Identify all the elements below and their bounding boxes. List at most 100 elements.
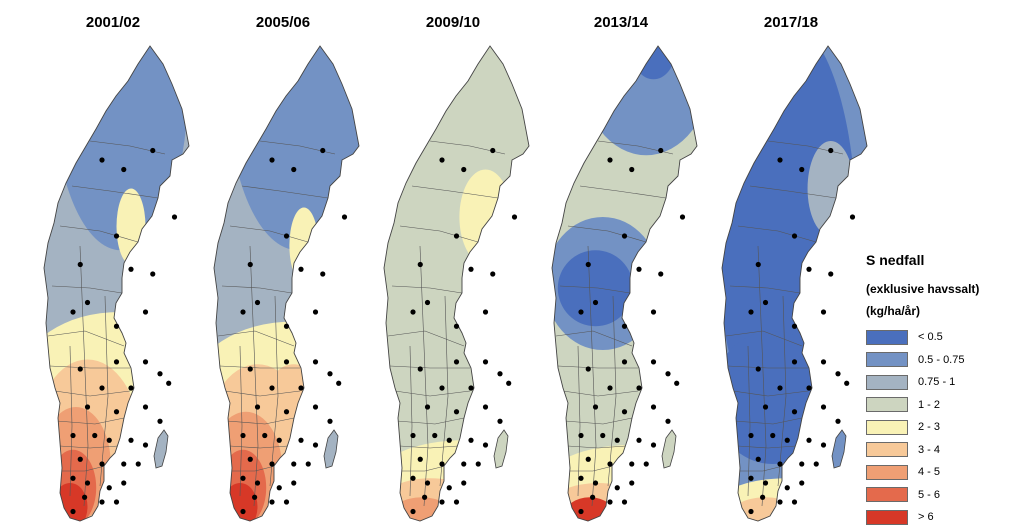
measurement-station [77, 456, 83, 462]
measurement-station [490, 147, 496, 154]
county-border [402, 465, 446, 472]
measurement-station [813, 461, 819, 467]
measurement-station [150, 271, 156, 277]
county-border [71, 185, 159, 199]
measurement-station [636, 266, 642, 272]
measurement-station [106, 485, 112, 491]
measurement-station [113, 359, 120, 365]
measurement-station [461, 480, 467, 486]
panel-title-4: 2013/14 [593, 14, 649, 31]
legend-swatch [866, 329, 908, 345]
county-border [737, 445, 797, 449]
deposition-zone [116, 188, 146, 265]
measurement-station [835, 418, 841, 424]
panel-title-5: 2017/18 [763, 14, 819, 31]
measurement-station [799, 166, 805, 173]
measurement-station [70, 475, 76, 481]
map-panel-5 [721, 45, 868, 522]
county-border [269, 295, 279, 487]
deposition-zone [228, 46, 359, 251]
legend-label: 3 - 4 [918, 443, 941, 456]
measurement-station [791, 409, 798, 415]
measurement-station [121, 461, 127, 467]
measurement-station [777, 461, 783, 467]
measurement-station [621, 323, 628, 329]
measurement-station [658, 147, 664, 154]
measurement-station [806, 385, 812, 391]
legend-swatch [866, 397, 908, 413]
measurement-station [410, 309, 416, 315]
county-border [387, 330, 465, 347]
gotland-island [493, 429, 509, 469]
measurement-station [748, 309, 754, 315]
measurement-station [77, 261, 83, 268]
measurement-station [254, 480, 261, 486]
measurement-station [99, 157, 105, 163]
measurement-station [453, 409, 460, 415]
measurement-station [439, 499, 445, 505]
measurement-station [135, 461, 141, 467]
measurement-station [291, 480, 297, 486]
measurement-station [511, 214, 518, 220]
county-border [729, 285, 801, 294]
measurement-station [446, 485, 452, 491]
measurement-station [84, 480, 91, 486]
measurement-station [269, 461, 275, 467]
county-border [409, 345, 413, 497]
measurement-station [142, 442, 149, 448]
measurement-station [820, 442, 827, 448]
measurement-station [453, 323, 460, 329]
legend-label: < 0.5 [918, 331, 943, 344]
measurement-station [247, 456, 253, 462]
legend-swatch [866, 509, 908, 525]
county-border [221, 285, 293, 294]
measurement-station [410, 475, 416, 481]
measurement-station [269, 499, 275, 505]
county-border [217, 330, 295, 347]
measurement-station [614, 437, 620, 443]
measurement-station [762, 404, 769, 410]
legend-label: 0.5 - 0.75 [918, 353, 965, 366]
country-outline [43, 45, 190, 522]
county-border [577, 345, 581, 497]
measurement-station [621, 499, 628, 505]
county-border [567, 445, 627, 449]
measurement-station [461, 461, 467, 467]
measurement-station [475, 461, 481, 467]
measurement-station [240, 475, 246, 481]
measurement-station [665, 371, 671, 377]
measurement-station [77, 366, 83, 372]
measurement-station [791, 499, 798, 505]
map-panel-4 [551, 45, 698, 522]
measurement-station [269, 157, 275, 163]
measurement-station [835, 371, 841, 377]
measurement-station [849, 214, 856, 220]
county-border [749, 185, 837, 199]
legend-label: 2 - 3 [918, 421, 941, 434]
measurement-station [777, 385, 783, 391]
county-border [740, 465, 784, 472]
measurement-station [70, 432, 76, 439]
measurement-station [341, 214, 348, 220]
measurement-station [142, 359, 149, 365]
deposition-zone [563, 497, 616, 521]
measurement-station [312, 309, 319, 315]
measurement-station [762, 480, 769, 486]
measurement-station [142, 404, 149, 410]
deposition-zone [722, 331, 834, 464]
measurement-station [482, 309, 489, 315]
measurement-station [276, 437, 282, 443]
measurement-station [240, 508, 246, 515]
map-panel-3 [383, 45, 530, 522]
county-border [419, 245, 429, 507]
measurement-station [252, 494, 258, 500]
measurement-station [84, 299, 91, 306]
measurement-station [128, 437, 134, 443]
measurement-station [327, 418, 333, 424]
county-border [579, 185, 667, 199]
measurement-station [82, 494, 88, 500]
measurement-station [482, 442, 489, 448]
measurement-station [784, 485, 790, 491]
deposition-zone [459, 169, 512, 265]
